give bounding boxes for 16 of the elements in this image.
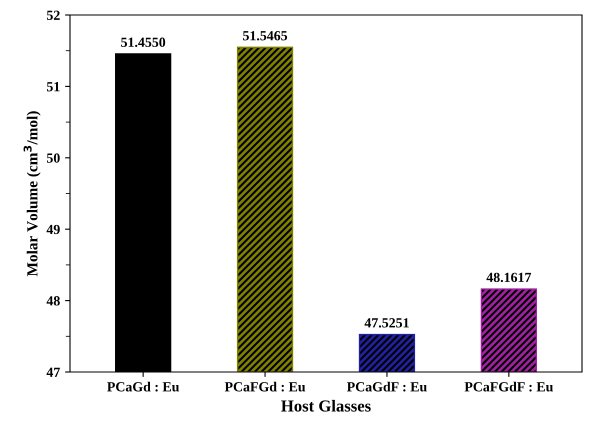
y-axis-title: Molar Volume (cm$^{3}$/mol) — [24, 111, 41, 276]
y-tick-label: 50 — [46, 153, 60, 163]
x-tick-label: PCaFGd : Eu — [224, 382, 306, 392]
y-tick-label: 52 — [46, 10, 60, 20]
x-tick-label: PCaGdF : Eu — [346, 382, 427, 392]
data-label: 51.5465 — [243, 31, 288, 40]
data-label: 51.4550 — [121, 38, 166, 47]
x-axis-title: Host Glasses — [281, 400, 371, 412]
y-tick-label: 48 — [46, 296, 60, 306]
x-tick-label: PCaGd : Eu — [107, 382, 180, 392]
x-tick-label: PCaFGdF : Eu — [464, 382, 553, 392]
data-label: 47.5251 — [364, 318, 409, 328]
y-tick-label: 49 — [46, 224, 60, 234]
data-label: 48.1617 — [486, 272, 532, 282]
y-tick-label: 51 — [46, 82, 60, 92]
y-tick-label: 47 — [46, 368, 60, 377]
